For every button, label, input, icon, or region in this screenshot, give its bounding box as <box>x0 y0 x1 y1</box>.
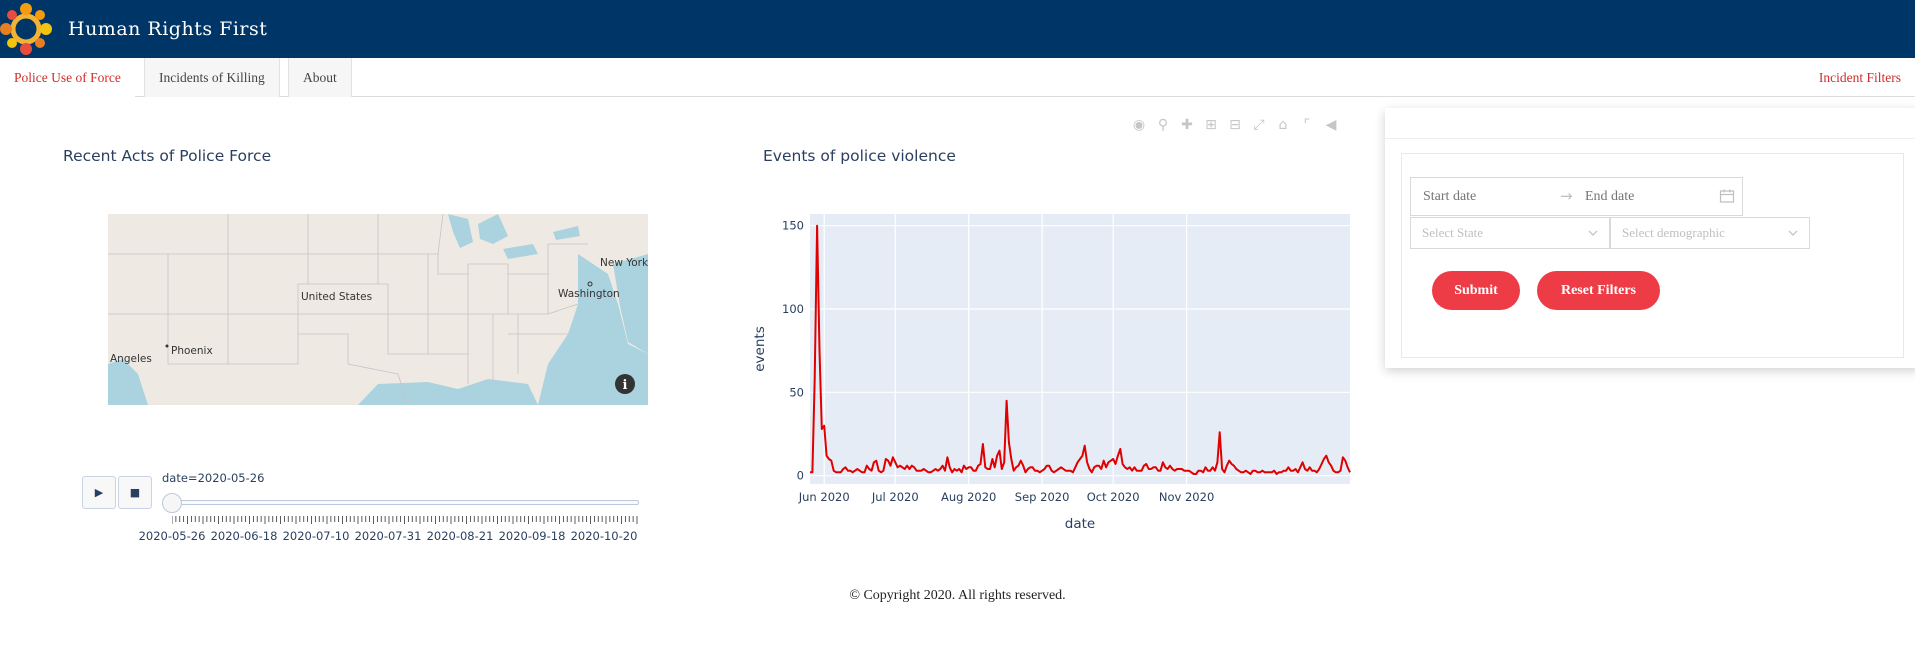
map-marker-washington <box>587 281 593 287</box>
map-label-washington: Washington <box>558 288 620 300</box>
x-tick-label: Jun 2020 <box>798 490 850 504</box>
tab-bar: Police Use of Force Incidents of Killing… <box>0 58 1915 97</box>
tab-about[interactable]: About <box>288 58 352 97</box>
svg-text:i: i <box>623 378 628 393</box>
plot-area <box>810 214 1350 484</box>
y-tick-label: 100 <box>782 302 804 316</box>
slider-date-label: 2020-10-20 <box>570 529 638 543</box>
slider-date-label: 2020-07-31 <box>354 529 422 543</box>
demographic-select[interactable]: Select demographic <box>1610 217 1810 249</box>
y-tick-label: 50 <box>789 385 804 399</box>
filter-form <box>1401 153 1904 358</box>
chart-title: Events of police violence <box>763 147 956 165</box>
tab-incidents-of-killing[interactable]: Incidents of Killing <box>144 58 280 97</box>
brand-title[interactable]: Human Rights First <box>68 18 268 40</box>
submit-button[interactable]: Submit <box>1432 271 1520 310</box>
x-axis-label: date <box>1065 516 1095 532</box>
state-select[interactable]: Select State <box>1410 217 1610 249</box>
hover-icon[interactable]: ◀ <box>1325 117 1337 133</box>
map-label-los-angeles: Angeles <box>110 353 152 365</box>
x-tick-label: Aug 2020 <box>941 490 996 504</box>
incident-filters-panel: → Select State Select demographic Submit… <box>1385 108 1915 368</box>
home-icon[interactable]: ⌂ <box>1278 117 1288 133</box>
map-title: Recent Acts of Police Force <box>63 147 272 165</box>
start-date-input[interactable] <box>1421 188 1551 206</box>
info-icon[interactable]: i <box>615 374 635 394</box>
slider-rail[interactable] <box>164 500 639 505</box>
slider-date-labels: 2020-05-26 2020-06-18 2020-07-10 2020-07-31… <box>80 529 650 545</box>
events-line-chart[interactable]: 0 50 100 150 Jun 2020 Jul 2020 Aug 2020 Sep 202… <box>740 200 1360 540</box>
x-tick-label: Nov 2020 <box>1159 490 1214 504</box>
tab-police-use-of-force[interactable]: Police Use of Force <box>0 58 135 97</box>
autoscale-icon[interactable]: ⤢ <box>1253 117 1265 133</box>
slider-date-label: 2020-07-10 <box>282 529 350 543</box>
reset-filters-button[interactable]: Reset Filters <box>1537 271 1660 310</box>
stop-button[interactable]: ■ <box>118 476 152 509</box>
y-axis-label: events <box>752 326 768 371</box>
zoom-in-icon[interactable]: ⊞ <box>1205 117 1217 133</box>
map-label-united-states: United States <box>301 291 372 303</box>
slider-handle[interactable] <box>162 493 182 513</box>
pan-icon[interactable]: ✚ <box>1181 117 1193 133</box>
y-tick-label: 150 <box>782 219 804 233</box>
slider-date-label: 2020-08-21 <box>426 529 494 543</box>
camera-icon[interactable]: ◉ <box>1132 117 1146 133</box>
panel-top-strip <box>1385 108 1915 139</box>
chevron-down-icon <box>1588 230 1598 236</box>
demographic-select-placeholder: Select demographic <box>1622 225 1725 240</box>
incident-filters-link[interactable]: Incident Filters <box>1818 70 1901 85</box>
spike-icon[interactable]: ⌜ <box>1303 117 1311 133</box>
x-tick-label: Sep 2020 <box>1015 490 1070 504</box>
slider-date-label: 2020-09-18 <box>498 529 566 543</box>
map-marker-phoenix <box>165 344 169 348</box>
zoom-icon[interactable]: ⚲ <box>1157 117 1169 133</box>
hrf-logo-icon[interactable] <box>0 3 52 55</box>
map-label-phoenix: Phoenix <box>171 345 213 357</box>
y-tick-label: 0 <box>797 469 804 483</box>
date-slider: ▶ ■ date=2020-05-26 2020-05-26 2020-06-18… <box>80 465 650 545</box>
slider-date-label: 2020-06-18 <box>210 529 278 543</box>
copyright-text: © Copyright 2020. All rights reserved. <box>849 588 1066 603</box>
state-select-placeholder: Select State <box>1422 225 1484 240</box>
top-navbar: Human Rights First <box>0 0 1915 58</box>
x-tick-label: Jul 2020 <box>871 490 919 504</box>
map-canvas: United States New York Washington Phoeni… <box>108 214 648 405</box>
x-tick-label: Oct 2020 <box>1087 490 1140 504</box>
chart-modebar: ◉ ⚲ ✚ ⊞ ⊟ ⤢ ⌂ ⌜ ◀ <box>1130 117 1340 137</box>
end-date-input[interactable] <box>1583 188 1713 206</box>
chevron-down-icon <box>1788 230 1798 236</box>
map-view[interactable]: United States New York Washington Phoeni… <box>108 214 648 405</box>
slider-date-label: 2020-05-26 <box>138 529 206 543</box>
play-button[interactable]: ▶ <box>82 476 116 509</box>
date-range-arrow-icon: → <box>1560 187 1573 205</box>
calendar-icon[interactable] <box>1719 188 1735 204</box>
series-line[interactable] <box>810 224 1351 475</box>
date-range-picker[interactable]: → <box>1410 177 1743 216</box>
slider-current-label: date=2020-05-26 <box>162 471 265 485</box>
slider-ticks <box>172 516 638 524</box>
zoom-out-icon[interactable]: ⊟ <box>1229 117 1241 133</box>
map-label-new-york: New York <box>600 257 648 269</box>
